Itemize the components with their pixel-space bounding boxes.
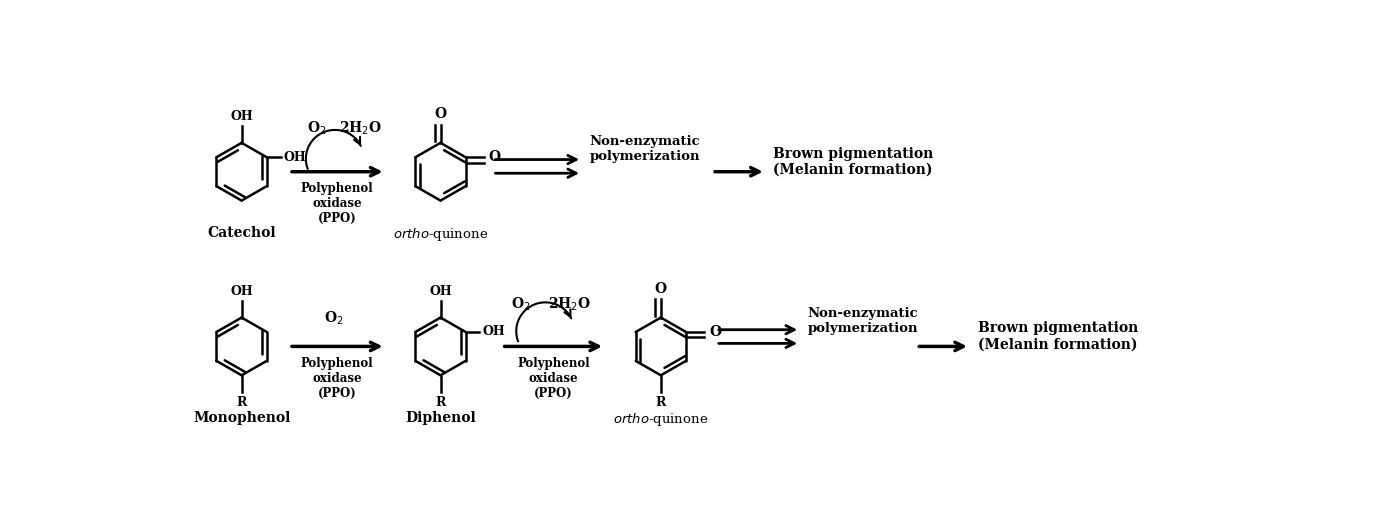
Text: OH: OH: [283, 151, 307, 164]
Text: Non-enzymatic
polymerization: Non-enzymatic polymerization: [590, 135, 701, 163]
Text: OH: OH: [231, 110, 253, 123]
Text: O: O: [709, 325, 721, 339]
Text: 2H$_2$O: 2H$_2$O: [547, 296, 590, 313]
Text: Polyphenol
oxidase
(PPO): Polyphenol oxidase (PPO): [517, 357, 590, 400]
Text: OH: OH: [430, 285, 452, 298]
Text: O$_2$: O$_2$: [511, 296, 531, 313]
Text: R: R: [435, 396, 446, 409]
Text: O: O: [489, 150, 500, 164]
Text: Monophenol: Monophenol: [193, 411, 290, 425]
Text: $\mathit{ortho}$-quinone: $\mathit{ortho}$-quinone: [392, 226, 488, 243]
Text: O: O: [434, 107, 446, 121]
Text: Brown pigmentation
(Melanin formation): Brown pigmentation (Melanin formation): [774, 147, 934, 177]
Text: Diphenol: Diphenol: [405, 411, 475, 425]
Text: R: R: [236, 396, 247, 409]
Text: Brown pigmentation
(Melanin formation): Brown pigmentation (Melanin formation): [977, 322, 1137, 351]
Text: OH: OH: [482, 325, 506, 339]
Text: $\mathit{ortho}$-quinone: $\mathit{ortho}$-quinone: [614, 411, 709, 428]
Text: R: R: [655, 396, 666, 409]
Text: Polyphenol
oxidase
(PPO): Polyphenol oxidase (PPO): [301, 357, 373, 400]
Text: 2H$_2$O: 2H$_2$O: [339, 120, 381, 137]
Text: OH: OH: [231, 285, 253, 298]
Text: Non-enzymatic
polymerization: Non-enzymatic polymerization: [807, 307, 919, 336]
Text: Catechol: Catechol: [207, 226, 276, 241]
Text: O$_2$: O$_2$: [307, 120, 326, 137]
Text: Polyphenol
oxidase
(PPO): Polyphenol oxidase (PPO): [301, 182, 373, 225]
Text: O$_2$: O$_2$: [323, 310, 343, 327]
Text: O: O: [655, 282, 668, 295]
